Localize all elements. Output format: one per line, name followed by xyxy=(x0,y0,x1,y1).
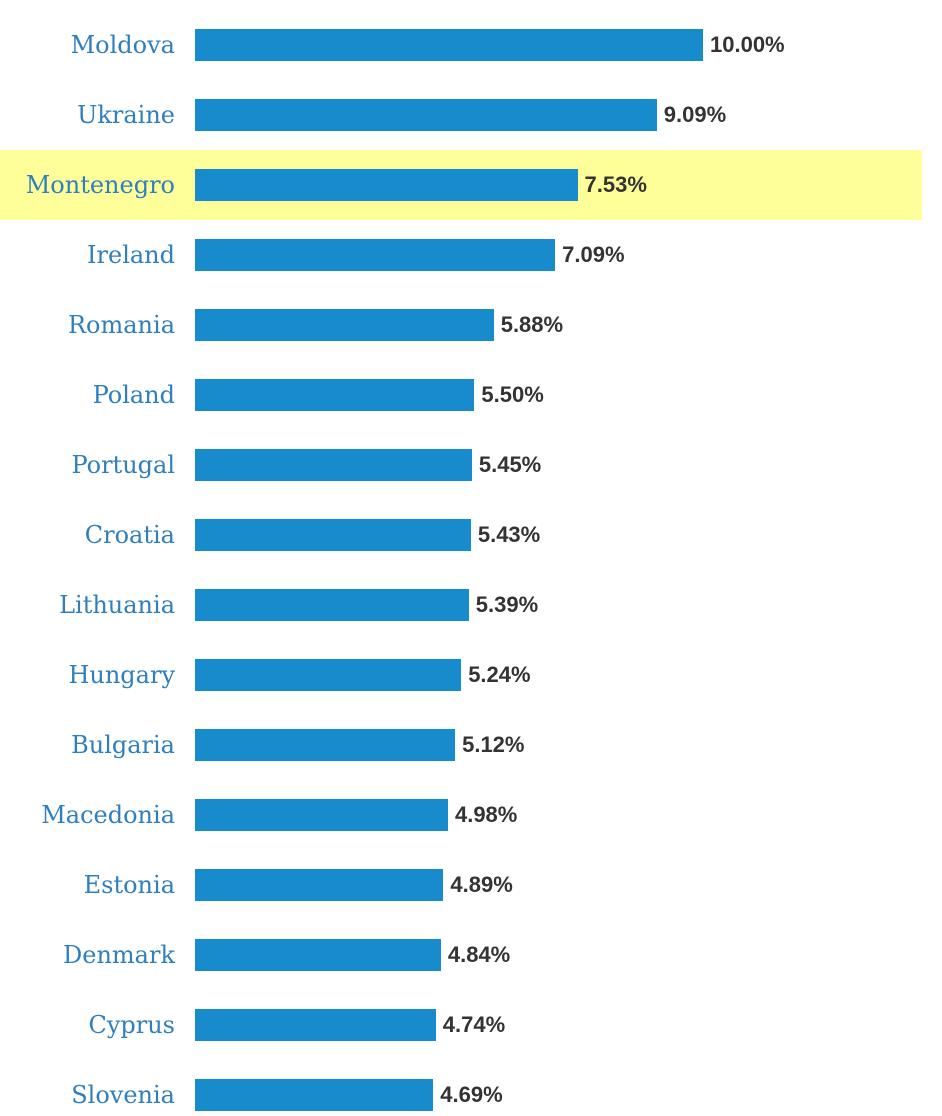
bar xyxy=(195,29,703,61)
category-label: Bulgaria xyxy=(71,731,175,759)
category-label: Ireland xyxy=(87,241,175,269)
value-label: 5.43% xyxy=(477,522,541,547)
bar-row: Moldova 10.00% xyxy=(0,10,922,80)
value-label: 5.24% xyxy=(468,662,531,687)
bar xyxy=(195,659,462,691)
value-label: 4.74% xyxy=(442,1012,506,1037)
bar xyxy=(195,309,494,341)
bar-row: Ukraine 9.09% xyxy=(0,80,922,150)
bar-row: Estonia 4.89% xyxy=(0,850,922,920)
value-label: 9.09% xyxy=(663,102,727,127)
value-label: 4.89% xyxy=(450,872,513,897)
category-label: Ukraine xyxy=(77,101,175,129)
value-label: 5.45% xyxy=(478,452,542,477)
value-label: 7.53% xyxy=(584,172,647,197)
bar-row: Poland 5.50% xyxy=(0,360,922,430)
bar xyxy=(195,169,578,201)
bar-row: Bulgaria 5.12% xyxy=(0,710,922,780)
category-label: Cyprus xyxy=(88,1011,175,1039)
value-label: 10.00% xyxy=(710,32,785,57)
category-label: Estonia xyxy=(83,871,175,899)
bar xyxy=(195,869,444,901)
bar xyxy=(195,239,556,271)
bar-row: Macedonia 4.98% xyxy=(0,780,922,850)
category-label: Macedonia xyxy=(41,801,175,829)
bar xyxy=(195,729,456,761)
bar xyxy=(195,1079,434,1111)
value-label: 7.09% xyxy=(562,242,625,267)
bar-row: Croatia 5.43% xyxy=(0,500,922,570)
bar xyxy=(195,379,475,411)
value-label: 4.69% xyxy=(440,1082,503,1107)
bar xyxy=(195,939,441,971)
category-label: Montenegro xyxy=(25,171,175,199)
bar xyxy=(195,589,469,621)
category-label: Moldova xyxy=(70,31,175,59)
bar-row: Romania 5.88% xyxy=(0,290,922,360)
value-label: 4.98% xyxy=(454,802,518,827)
bar xyxy=(195,799,448,831)
category-label: Denmark xyxy=(63,941,175,969)
category-label: Portugal xyxy=(71,451,175,479)
bar-row: Portugal 5.45% xyxy=(0,430,922,500)
category-label: Hungary xyxy=(68,661,175,689)
bar-row: Montenegro 7.53% xyxy=(0,150,922,220)
value-label: 4.84% xyxy=(447,942,511,967)
bar-row: Lithuania 5.39% xyxy=(0,570,922,640)
value-label: 5.50% xyxy=(481,382,544,407)
category-label: Romania xyxy=(67,311,175,339)
bar-row: Cyprus 4.74% xyxy=(0,990,922,1060)
category-label: Slovenia xyxy=(71,1081,175,1109)
category-label: Croatia xyxy=(84,521,175,549)
category-label: Poland xyxy=(92,381,175,409)
bar-row: Slovenia 4.69% xyxy=(0,1060,922,1116)
bar xyxy=(195,519,471,551)
value-label: 5.12% xyxy=(462,732,525,757)
bar xyxy=(195,99,657,131)
bar-row: Ireland 7.09% xyxy=(0,220,922,290)
bar-row: Hungary 5.24% xyxy=(0,640,922,710)
bar xyxy=(195,1009,436,1041)
category-label: Lithuania xyxy=(59,591,175,619)
bar-row: Denmark 4.84% xyxy=(0,920,922,990)
bar xyxy=(195,449,472,481)
value-label: 5.88% xyxy=(500,312,564,337)
value-label: 5.39% xyxy=(475,592,539,617)
